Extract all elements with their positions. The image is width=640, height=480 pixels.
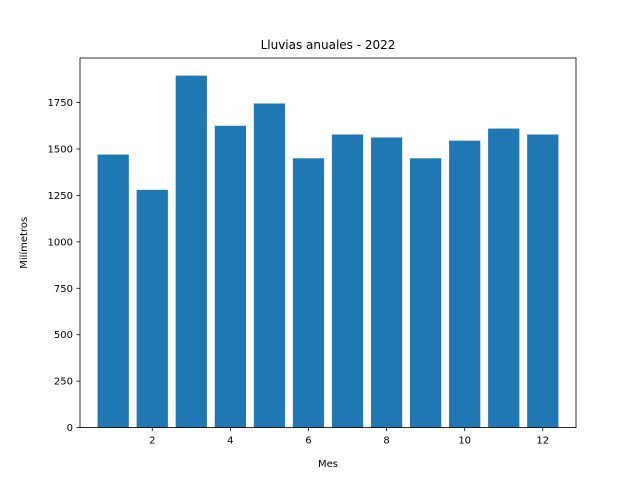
- y-tick-label: 0: [67, 423, 73, 434]
- y-tick-label: 1750: [48, 98, 73, 109]
- bar-mes-5: [253, 103, 286, 428]
- x-tick-label: 12: [536, 436, 549, 447]
- y-tick-label: 1250: [48, 191, 73, 202]
- x-tick-label: 10: [458, 436, 471, 447]
- bar-mes-1: [97, 154, 129, 428]
- chart-title: Lluvias anuales - 2022: [261, 38, 396, 52]
- y-axis-ticks: 0 250 500 750 1000 1250 1500 1750: [48, 98, 80, 434]
- bar-mes-12: [527, 134, 559, 428]
- y-tick-label: 1500: [48, 145, 73, 156]
- bar-mes-11: [488, 128, 520, 428]
- bar-mes-2: [136, 189, 168, 428]
- plot-frame: [79, 57, 577, 429]
- x-tick-label: 6: [305, 436, 311, 447]
- y-axis-label: Milímetros: [18, 217, 30, 269]
- x-tick-label: 8: [383, 436, 389, 447]
- bar-mes-7: [331, 134, 364, 428]
- bar-mes-8: [370, 137, 403, 428]
- bar-mes-10: [449, 140, 481, 428]
- bar-mes-9: [410, 158, 442, 428]
- bars-group: [97, 75, 559, 428]
- y-tick-label: 500: [54, 330, 73, 341]
- y-tick-label: 1000: [48, 237, 73, 248]
- x-axis-ticks: 2 4 6 8 10 12: [149, 427, 549, 447]
- y-tick-label: 250: [54, 377, 73, 388]
- bar-mes-6: [292, 158, 325, 428]
- x-axis-label: Mes: [318, 459, 338, 470]
- x-tick-label: 2: [149, 436, 155, 447]
- bar-mes-3: [175, 75, 207, 428]
- y-tick-label: 750: [54, 284, 73, 295]
- bar-mes-4: [214, 125, 246, 428]
- x-tick-label: 4: [227, 436, 233, 447]
